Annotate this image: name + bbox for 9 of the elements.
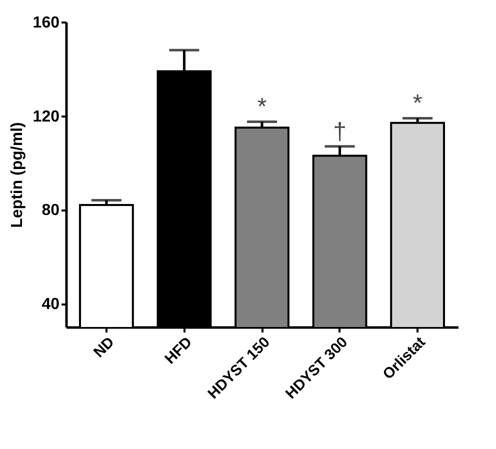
x-tick-label: ND [90,334,118,362]
annotation: † [333,118,346,146]
y-tick-label: 80 [42,202,60,220]
annotation: * [412,90,422,118]
y-axis-title: Leptin (pg/ml) [8,122,26,228]
y-tick-label: 40 [42,296,60,314]
annotation: * [257,94,267,121]
y-tick-label: 160 [32,14,60,32]
y-tick-label: 120 [32,108,60,126]
